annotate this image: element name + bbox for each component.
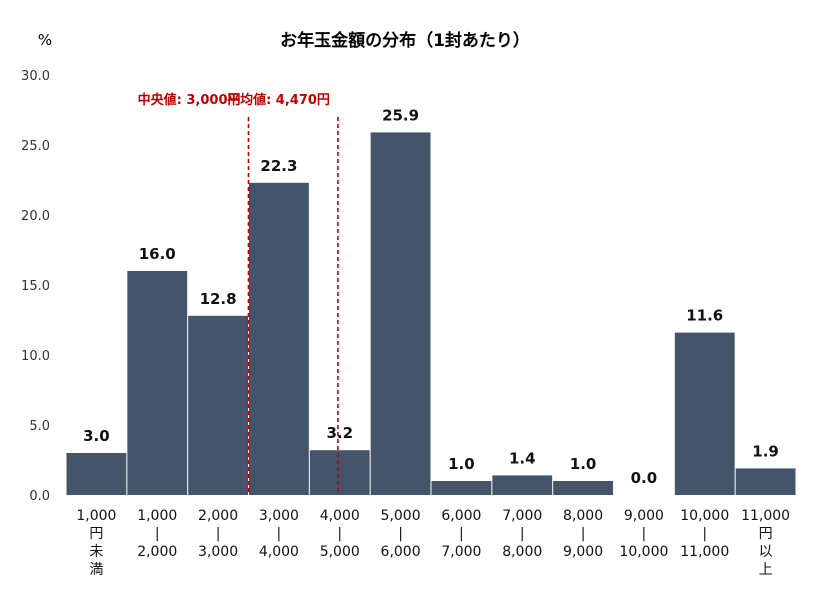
x-tick-label: | xyxy=(520,526,525,542)
x-tick-label: | xyxy=(155,526,160,542)
bar xyxy=(188,315,248,495)
value-label: 12.8 xyxy=(200,290,237,308)
value-label: 25.9 xyxy=(382,106,419,124)
value-label: 1.9 xyxy=(752,442,779,460)
x-tick-label: 10,000 xyxy=(619,544,668,560)
x-tick-label: 9,000 xyxy=(624,508,664,524)
y-tick-label: 10.0 xyxy=(21,349,50,364)
x-tick-label: 4,000 xyxy=(259,544,299,560)
value-label: 1.0 xyxy=(448,455,475,473)
bars xyxy=(66,132,796,496)
x-tick-label: 4,000 xyxy=(320,508,360,524)
x-tick-label: 以 xyxy=(759,544,773,560)
x-tick-label: 11,000 xyxy=(741,508,790,524)
bar xyxy=(431,481,492,495)
x-tick-label: 1,000 xyxy=(137,508,177,524)
x-tick-label: | xyxy=(581,526,586,542)
y-unit-label: % xyxy=(38,31,52,49)
y-tick-label: 15.0 xyxy=(21,279,50,294)
x-tick-label: 未 xyxy=(89,544,103,560)
x-tick-label: 10,000 xyxy=(680,508,729,524)
x-tick-label: 6,000 xyxy=(381,544,421,560)
x-tick-label: 7,000 xyxy=(502,508,542,524)
y-tick-label: 0.0 xyxy=(29,489,50,504)
x-tick-label: 5,000 xyxy=(381,508,421,524)
x-tick-label: | xyxy=(277,526,282,542)
x-tick-label: | xyxy=(398,526,403,542)
x-tick-label: | xyxy=(216,526,221,542)
value-label: 0.0 xyxy=(631,469,658,487)
reference-label: 中央値: 3,000円 xyxy=(138,92,241,108)
bar xyxy=(735,468,796,495)
value-labels: 3.0 16.0 12.8 22.3 3.2 25.9 1.0 1.4 1.0 0.0 11.6 1.… xyxy=(83,106,779,487)
x-axis-labels: 1,000円未満1,000|2,0002,000|3,0003,000|4,00… xyxy=(76,508,790,578)
x-tick-label: 7,000 xyxy=(441,544,481,560)
bar xyxy=(370,132,431,495)
x-tick-label: 円 xyxy=(759,526,773,542)
bar xyxy=(674,332,735,495)
x-tick-label: 3,000 xyxy=(259,508,299,524)
x-tick-label: | xyxy=(702,526,707,542)
bar xyxy=(492,475,553,495)
x-tick-label: 上 xyxy=(759,562,773,578)
reference-label: 平均値: 4,470円 xyxy=(227,92,330,108)
value-label: 1.4 xyxy=(509,449,536,467)
value-label: 3.2 xyxy=(326,424,353,442)
x-tick-label: 11,000 xyxy=(680,544,729,560)
y-axis-ticks: 30.0 25.0 20.0 15.0 10.0 5.0 0.0 xyxy=(21,69,50,504)
x-tick-label: 2,000 xyxy=(137,544,177,560)
x-tick-label: 2,000 xyxy=(198,508,238,524)
value-label: 3.0 xyxy=(83,427,110,445)
value-label: 1.0 xyxy=(570,455,597,473)
x-tick-label: 8,000 xyxy=(502,544,542,560)
bar xyxy=(309,450,370,495)
bar xyxy=(127,271,188,495)
x-tick-label: 5,000 xyxy=(320,544,360,560)
x-tick-label: 8,000 xyxy=(563,508,603,524)
bar xyxy=(66,453,127,495)
value-label: 11.6 xyxy=(686,307,723,325)
x-tick-label: | xyxy=(459,526,464,542)
x-tick-label: 6,000 xyxy=(441,508,481,524)
bar xyxy=(553,481,613,495)
x-tick-label: 満 xyxy=(89,562,103,578)
bar xyxy=(249,182,309,496)
x-tick-label: 3,000 xyxy=(198,544,238,560)
y-tick-label: 5.0 xyxy=(29,419,50,434)
x-tick-label: | xyxy=(337,526,342,542)
x-tick-label: 円 xyxy=(89,526,103,542)
x-tick-label: 1,000 xyxy=(76,508,116,524)
y-tick-label: 20.0 xyxy=(21,209,50,224)
x-tick-label: 9,000 xyxy=(563,544,603,560)
chart-title: お年玉金額の分布（1封あたり） xyxy=(280,30,530,51)
y-tick-label: 30.0 xyxy=(21,69,50,84)
value-label: 16.0 xyxy=(139,245,176,263)
y-tick-label: 25.0 xyxy=(21,139,50,154)
value-label: 22.3 xyxy=(260,157,297,175)
x-tick-label: | xyxy=(642,526,647,542)
